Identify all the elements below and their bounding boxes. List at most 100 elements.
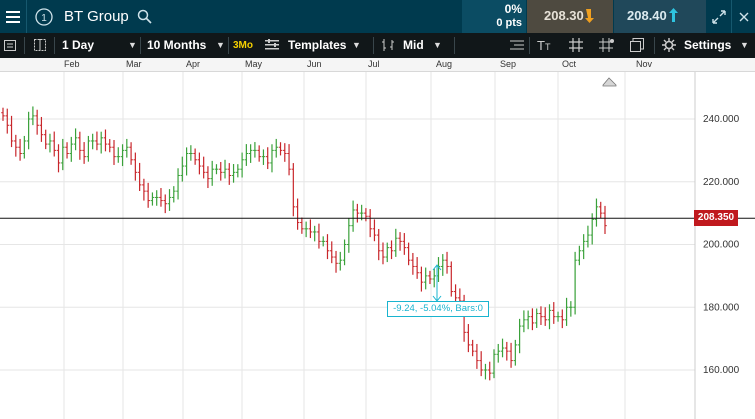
ohlc-bar [180,156,185,182]
ohlc-bar [338,251,343,271]
info-icon[interactable]: 1 [31,0,57,33]
ohlc-bar [586,225,590,248]
settings-button[interactable]: Settings [684,38,732,52]
text-size-icon[interactable]: TT [537,38,551,53]
ohlc-bar [359,204,364,221]
price-change: 0% 0 pts [462,0,526,33]
y-tick-label: 200.000 [703,240,740,251]
templates-button[interactable]: Templates [288,38,347,52]
ohlc-bar [393,228,398,257]
crosshair-icon[interactable] [599,33,615,58]
ohlc-bar [210,160,215,186]
ohlc-bar [206,166,210,189]
ohlc-bar [244,144,249,166]
ohlc-bar [240,152,244,178]
ohlc-bar [347,218,351,253]
ohlc-bar [300,217,304,234]
ohlc-bar [107,139,112,153]
current-price-tag: 208.350 [694,210,738,226]
sell-price: 208.30 [544,8,584,23]
ohlc-bar [560,309,565,329]
ohlc-bar [423,267,428,290]
templates-icon[interactable] [265,33,279,58]
month-label: Aug [436,59,453,69]
ohlc-bar [125,138,129,158]
ohlc-bar [364,208,368,222]
sell-button[interactable]: 208.30 [527,0,613,33]
ohlc-bar [112,140,116,165]
ohlc-bar [137,162,142,192]
search-icon[interactable] [134,0,154,33]
month-label: Jun [307,59,322,69]
ohlc-bar [159,188,163,207]
measurement-label: -9.24, -5.04%, Bars:0 [387,301,489,317]
ohlc-bar [526,310,530,330]
range-badge[interactable]: 3Mo [233,40,253,51]
ohlc-bar [270,144,274,173]
y-tick-label: 220.000 [703,177,740,188]
ohlc-bar [449,261,454,297]
ohlc-bar [5,108,10,134]
y-tick-label: 180.000 [703,302,740,313]
ohlc-bar [594,198,599,227]
list-icon[interactable] [4,33,16,58]
buy-price: 208.40 [627,8,667,23]
ohlc-bar [287,144,291,176]
ohlc-bar [492,349,496,379]
price-type-select[interactable]: Mid [403,38,424,52]
ohlc-bar [133,152,138,181]
range-caret-icon[interactable]: ▼ [216,40,225,50]
ohlc-bar [603,205,607,234]
settings-icon[interactable] [662,33,676,58]
ohlc-bar [193,148,197,165]
ohlc-bar [95,131,99,151]
ohlc-bar [342,239,347,266]
ohlc-bar [432,268,437,288]
price-chart[interactable]: 240.000 220.000 200.000 180.000 160.000 [0,72,755,419]
ohlc-bar [73,128,78,151]
ohlc-bar [116,147,121,163]
ohlc-bar [475,343,479,369]
ohlc-bar [22,135,27,159]
interval-select[interactable]: 1 Day [62,38,95,52]
windows-icon[interactable] [630,33,644,58]
ohlc-bar [334,250,338,273]
settings-caret-icon[interactable]: ▼ [740,40,749,50]
ohlc-bar [505,341,509,361]
ohlc-bar [129,142,133,165]
ohlc-bar [385,242,390,263]
expand-icon[interactable] [708,0,730,33]
ohlc-bar [43,129,48,150]
ohlc-bar [291,163,296,217]
ohlc-bar [598,201,603,219]
ohlc-bar [278,142,283,156]
buy-button[interactable]: 208.40 [614,0,706,33]
ohlc-bar [573,251,577,315]
layout-icon[interactable] [34,33,46,58]
ohlc-bar [35,109,39,135]
range-select[interactable]: 10 Months [147,38,207,52]
ohlc-bar [483,363,488,380]
interval-caret-icon[interactable]: ▼ [128,40,137,50]
ohlc-bar [372,219,377,242]
ohlc-bar [539,306,543,325]
ohlc-bar [14,134,18,157]
down-arrow-icon [585,9,594,23]
indicators-icon[interactable] [510,33,524,58]
instrument-header: 1 BT Group 0% 0 pts 208.30 208.40 [0,0,755,33]
ohlc-bar [48,133,52,153]
price-type-icon[interactable] [381,33,397,58]
ohlc-bar [569,301,573,317]
templates-caret-icon[interactable]: ▼ [352,40,361,50]
month-label: Sep [500,59,517,69]
ohlc-bar [231,164,236,183]
ohlc-bar [9,115,14,148]
close-icon[interactable] [733,0,755,33]
scroll-to-latest-icon[interactable] [602,77,617,87]
ohlc-bar [355,203,360,223]
ohlc-bar [39,116,44,142]
price-type-caret-icon[interactable]: ▼ [433,40,442,50]
grid-icon[interactable] [569,33,583,58]
ohlc-bar [398,232,402,251]
menu-icon[interactable] [0,0,26,33]
